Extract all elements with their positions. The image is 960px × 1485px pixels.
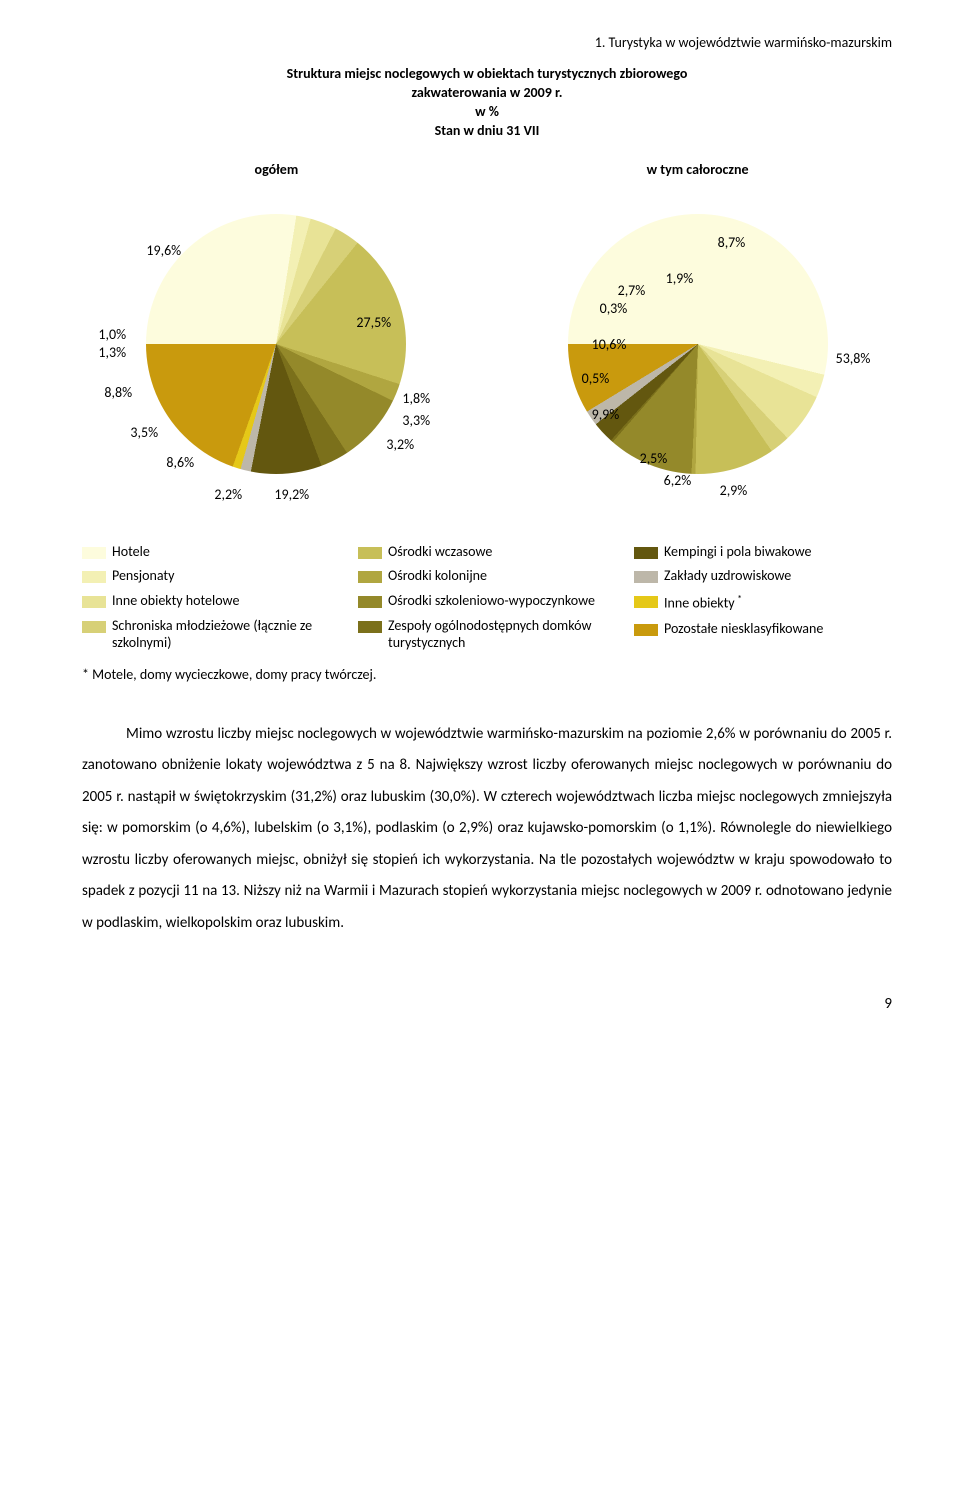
section-header: 1. Turystyka w województwie warmińsko-ma… xyxy=(82,34,892,51)
slice-label: 19,2% xyxy=(274,486,309,503)
slice-label: 10,6% xyxy=(592,336,627,353)
legend-col: Kempingi i pola biwakowe Zakłady uzdrowis… xyxy=(634,544,892,652)
slice-label: 3,5% xyxy=(130,424,158,441)
slice-label: 3,3% xyxy=(402,412,430,429)
chart-right: w tym całoroczne 53,8% 2,9% 6,2% 2,5% 9,9% 0,… xyxy=(503,161,892,514)
legend-label: Hotele xyxy=(112,544,150,561)
legend-label: Zakłady uzdrowiskowe xyxy=(664,568,791,585)
body-paragraph: Mimo wzrostu liczby miejsc noclegowych w… xyxy=(82,719,892,940)
legend-swatch xyxy=(634,596,658,608)
slice-label: 9,9% xyxy=(592,406,620,423)
legend-item: Ośrodki wczasowe xyxy=(358,544,616,561)
legend-swatch xyxy=(634,624,658,636)
legend-item: Zespoły ogólnodostępnych domków turystyc… xyxy=(358,618,616,652)
legend-item: Pozostałe niesklasyfikowane xyxy=(634,621,892,638)
legend-item: Pensjonaty xyxy=(82,568,340,585)
legend-label: Kempingi i pola biwakowe xyxy=(664,544,811,561)
slice-label: 2,5% xyxy=(640,450,668,467)
slice-label: 2,9% xyxy=(720,482,748,499)
legend-swatch xyxy=(358,571,382,583)
slice-label: 2,2% xyxy=(214,486,242,503)
slice-label: 27,5% xyxy=(356,314,391,331)
legend-label: Ośrodki kolonijne xyxy=(388,568,487,585)
slice-label: 53,8% xyxy=(836,350,871,367)
legend-swatch xyxy=(358,596,382,608)
legend-label: Inne obiekty hotelowe xyxy=(112,593,239,610)
chart-left-label: ogółem xyxy=(255,161,299,178)
slice-label: 0,3% xyxy=(600,300,628,317)
slice-label: 3,2% xyxy=(386,436,414,453)
slice-label: 1,8% xyxy=(402,390,430,407)
legend: Hotele Pensjonaty Inne obiekty hotelowe Sch… xyxy=(82,544,892,652)
legend-label: Ośrodki wczasowe xyxy=(388,544,492,561)
page-number: 9 xyxy=(82,995,892,1013)
slice-label: 19,6% xyxy=(146,242,181,259)
legend-label: Schroniska młodzieżowe (łącznie ze szkol… xyxy=(112,618,340,652)
charts-row: ogółem 27,5% 1,8% 3,3% 3,2% 19,2% 2,2% 8,6% 3,5… xyxy=(82,161,892,514)
legend-label: Zespoły ogólnodostępnych domków turystyc… xyxy=(388,618,616,652)
legend-item: Inne obiekty hotelowe xyxy=(82,593,340,610)
slice-label: 8,7% xyxy=(718,234,746,251)
legend-item: Ośrodki kolonijne xyxy=(358,568,616,585)
legend-swatch xyxy=(82,596,106,608)
chart-title-line: w % xyxy=(82,103,892,122)
pie-left: 27,5% 1,8% 3,3% 3,2% 19,2% 2,2% 8,6% 3,5% 8,8% 1,… xyxy=(96,184,456,514)
legend-item: Inne obiekty * xyxy=(634,593,892,612)
chart-title: Struktura miejsc noclegowych w obiektach… xyxy=(82,65,892,141)
legend-item: Zakłady uzdrowiskowe xyxy=(634,568,892,585)
legend-swatch xyxy=(358,621,382,633)
pie-right: 53,8% 2,9% 6,2% 2,5% 9,9% 0,5% 10,6% 0,3%2,7% 1,… xyxy=(518,184,878,514)
slice-label: 2,7% xyxy=(618,282,646,299)
legend-swatch xyxy=(634,571,658,583)
legend-swatch xyxy=(82,621,106,633)
legend-item: Kempingi i pola biwakowe xyxy=(634,544,892,561)
slice-label: 8,8% xyxy=(104,384,132,401)
pie-circle xyxy=(146,214,406,474)
legend-item: Schroniska młodzieżowe (łącznie ze szkol… xyxy=(82,618,340,652)
legend-label: Pozostałe niesklasyfikowane xyxy=(664,621,823,638)
legend-swatch xyxy=(82,571,106,583)
chart-left: ogółem 27,5% 1,8% 3,3% 3,2% 19,2% 2,2% 8,6% 3,5… xyxy=(82,161,471,514)
legend-swatch xyxy=(634,547,658,559)
chart-title-line: Struktura miejsc noclegowych w obiektach… xyxy=(82,65,892,84)
legend-label: Inne obiekty * xyxy=(664,593,742,612)
legend-swatch xyxy=(82,547,106,559)
chart-title-line: zakwaterowania w 2009 r. xyxy=(82,84,892,103)
legend-label: Pensjonaty xyxy=(112,568,174,585)
footnote: * Motele, domy wycieczkowe, domy pracy t… xyxy=(82,666,892,683)
chart-right-label: w tym całoroczne xyxy=(647,161,749,178)
body-text: Mimo wzrostu liczby miejsc noclegowych w… xyxy=(82,719,892,940)
legend-item: Hotele xyxy=(82,544,340,561)
slice-label: 1,9% xyxy=(666,270,694,287)
slice-label: 1,3% xyxy=(98,344,126,361)
slice-label: 8,6% xyxy=(166,454,194,471)
legend-col: Hotele Pensjonaty Inne obiekty hotelowe Sch… xyxy=(82,544,340,652)
legend-item: Ośrodki szkoleniowo-wypoczynkowe xyxy=(358,593,616,610)
slice-label: 0,5% xyxy=(582,370,610,387)
chart-title-line: Stan w dniu 31 VII xyxy=(82,122,892,141)
slice-label: 1,0% xyxy=(98,326,126,343)
legend-swatch xyxy=(358,547,382,559)
slice-label: 6,2% xyxy=(664,472,692,489)
legend-label: Ośrodki szkoleniowo-wypoczynkowe xyxy=(388,593,595,610)
legend-col: Ośrodki wczasowe Ośrodki kolonijne Ośrodki… xyxy=(358,544,616,652)
